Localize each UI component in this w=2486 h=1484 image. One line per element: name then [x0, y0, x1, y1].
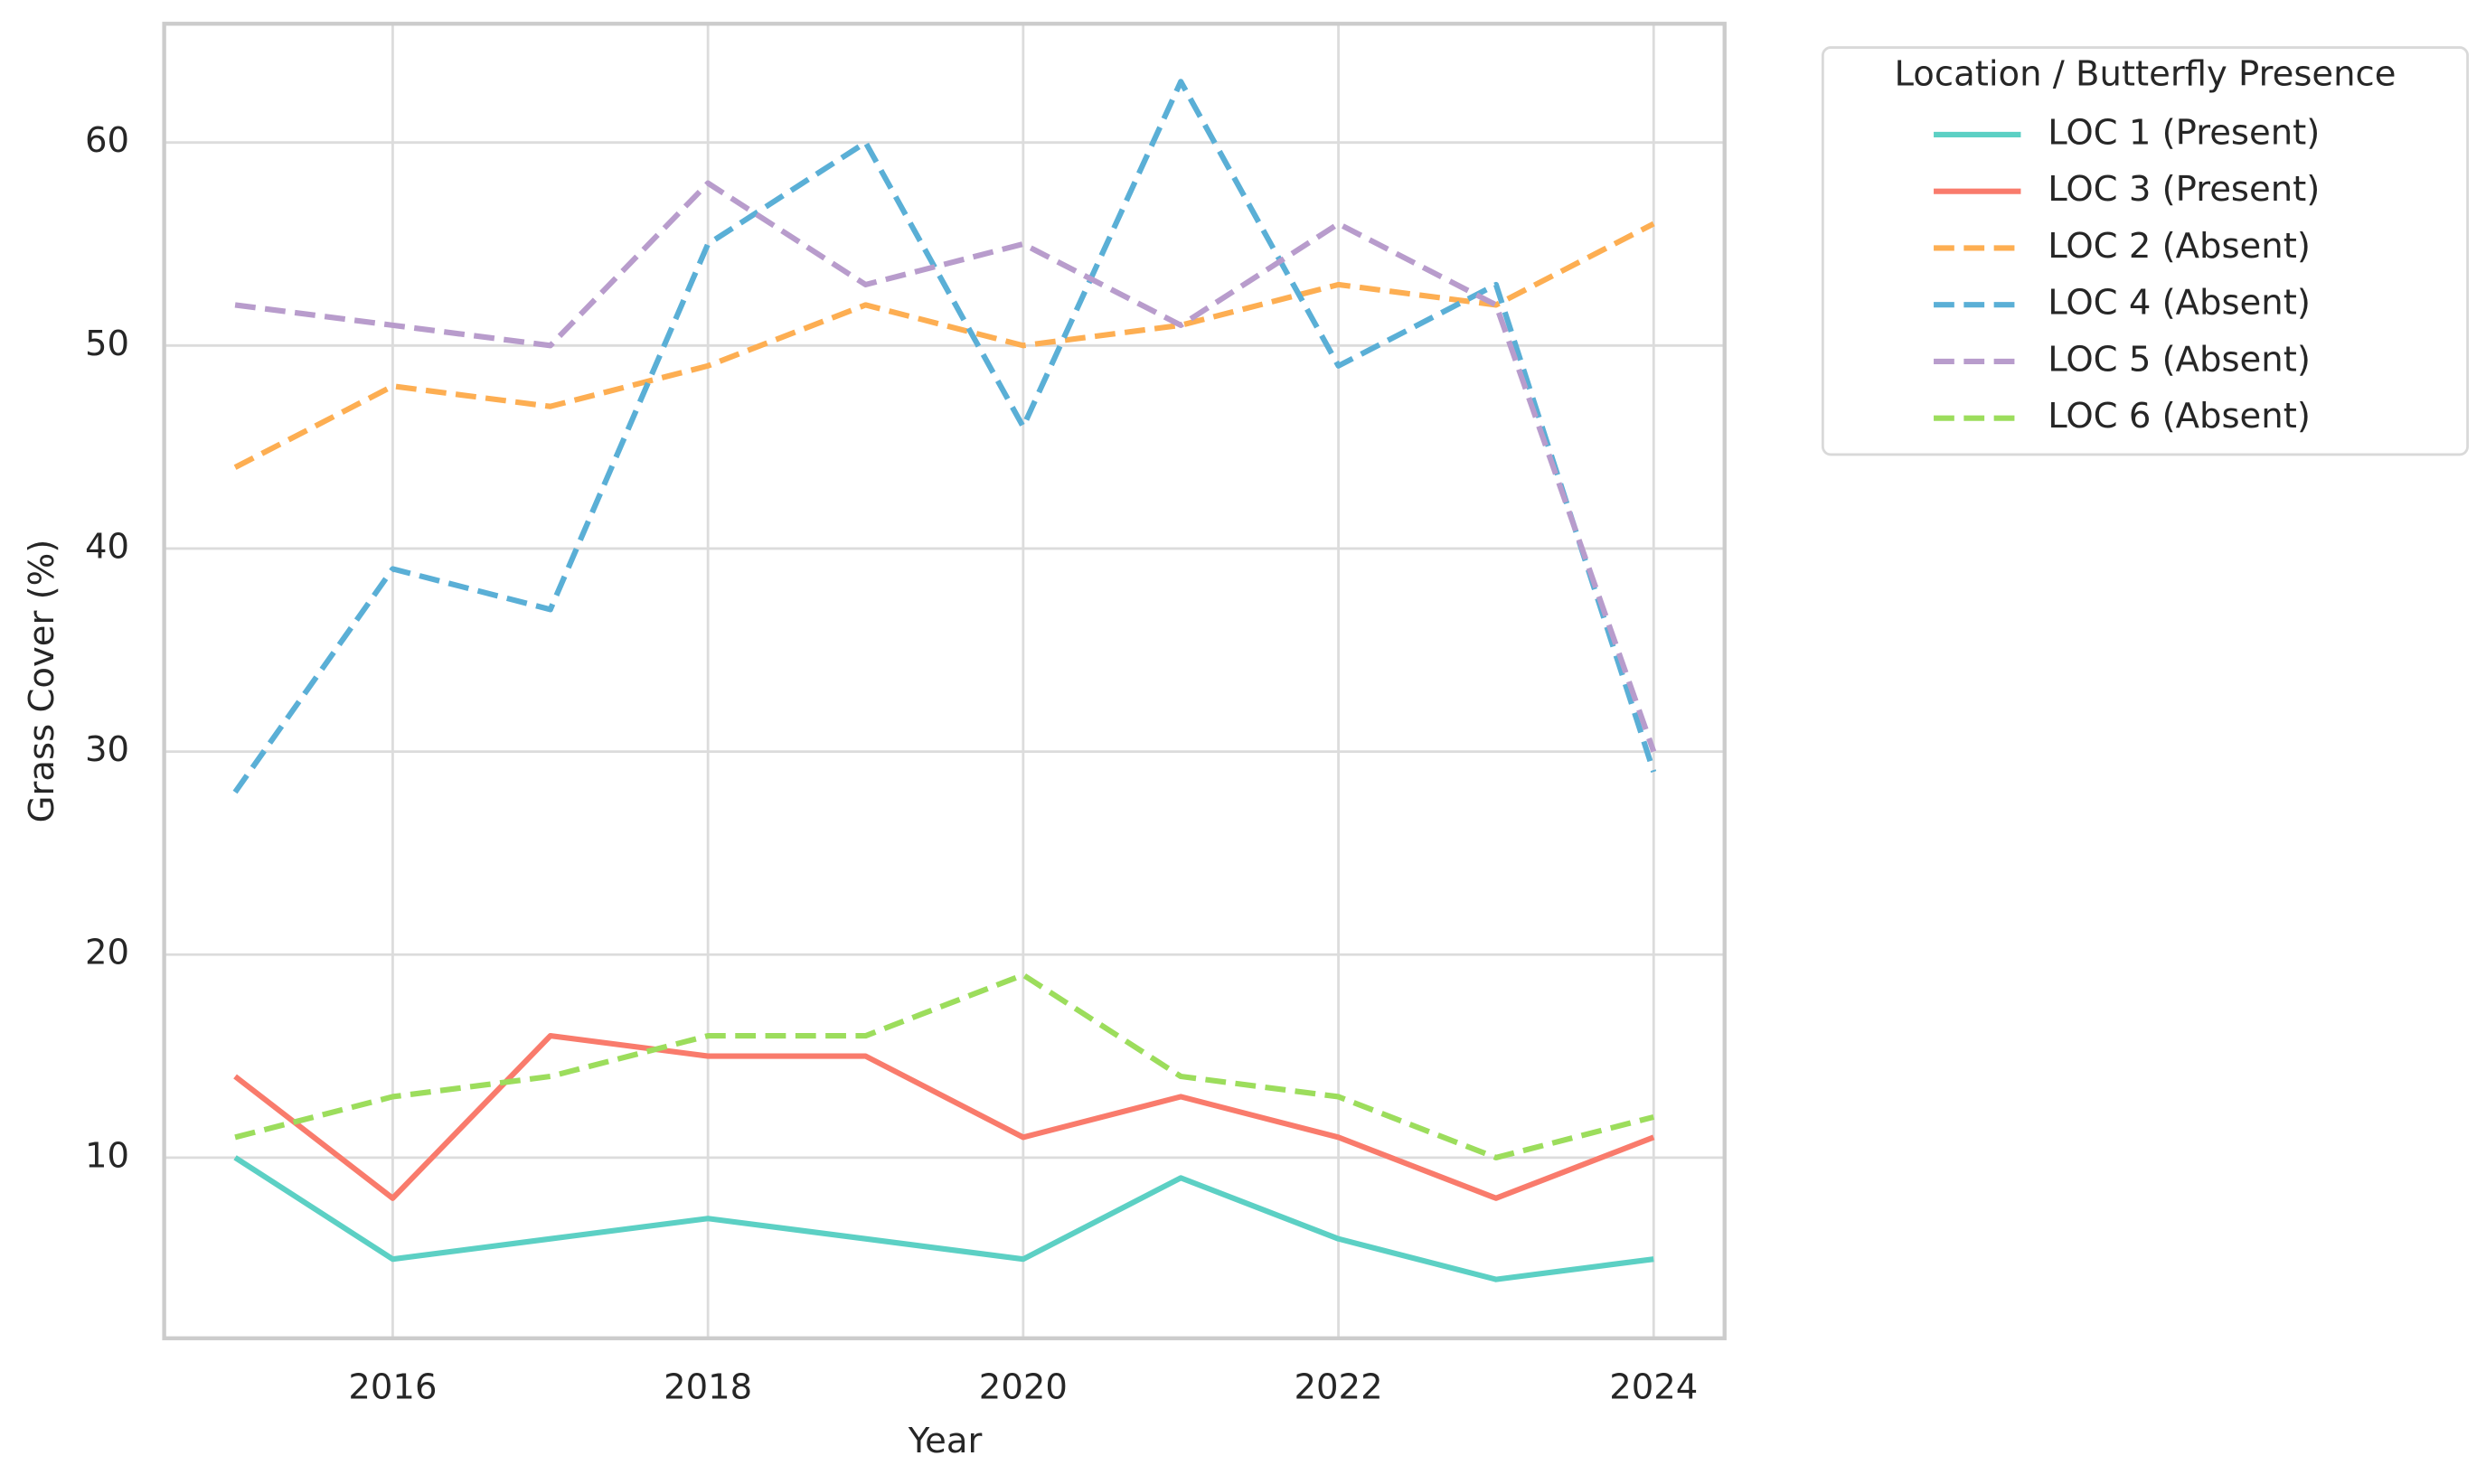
series-line [232, 79, 1657, 794]
legend-label: LOC 3 (Present) [2048, 169, 2320, 210]
legend-title: Location / Butterfly Presence [1895, 54, 2397, 95]
y-tick-label: 40 [85, 526, 129, 567]
legend-label: LOC 1 (Present) [2048, 112, 2320, 153]
legend-label: LOC 4 (Absent) [2048, 283, 2311, 324]
x-tick-label: 2022 [1295, 1367, 1383, 1407]
x-tick-label: 2020 [979, 1367, 1068, 1407]
x-tick-label: 2024 [1609, 1367, 1698, 1407]
x-tick-label: 2016 [348, 1367, 437, 1407]
series-line [233, 1033, 1655, 1201]
y-tick-label: 20 [85, 933, 129, 973]
legend-box [1821, 46, 2470, 456]
y-tick-label: 60 [85, 120, 129, 161]
series-line [233, 1155, 1654, 1282]
legend-label: LOC 2 (Absent) [2048, 226, 2311, 267]
x-tick-label: 2018 [664, 1367, 752, 1407]
x-axis-label: Year [908, 1421, 983, 1461]
y-tick-label: 50 [85, 324, 129, 364]
series-line [234, 972, 1655, 1160]
y-tick-label: 30 [85, 729, 129, 770]
series-line [233, 221, 1655, 470]
plot-frame [162, 22, 1727, 1340]
legend-label: LOC 6 (Absent) [2048, 396, 2311, 437]
y-axis-label: Grass Cover (%) [22, 540, 62, 823]
legend-label: LOC 5 (Absent) [2048, 339, 2311, 380]
series-line [234, 180, 1657, 753]
y-tick-label: 10 [85, 1135, 129, 1176]
